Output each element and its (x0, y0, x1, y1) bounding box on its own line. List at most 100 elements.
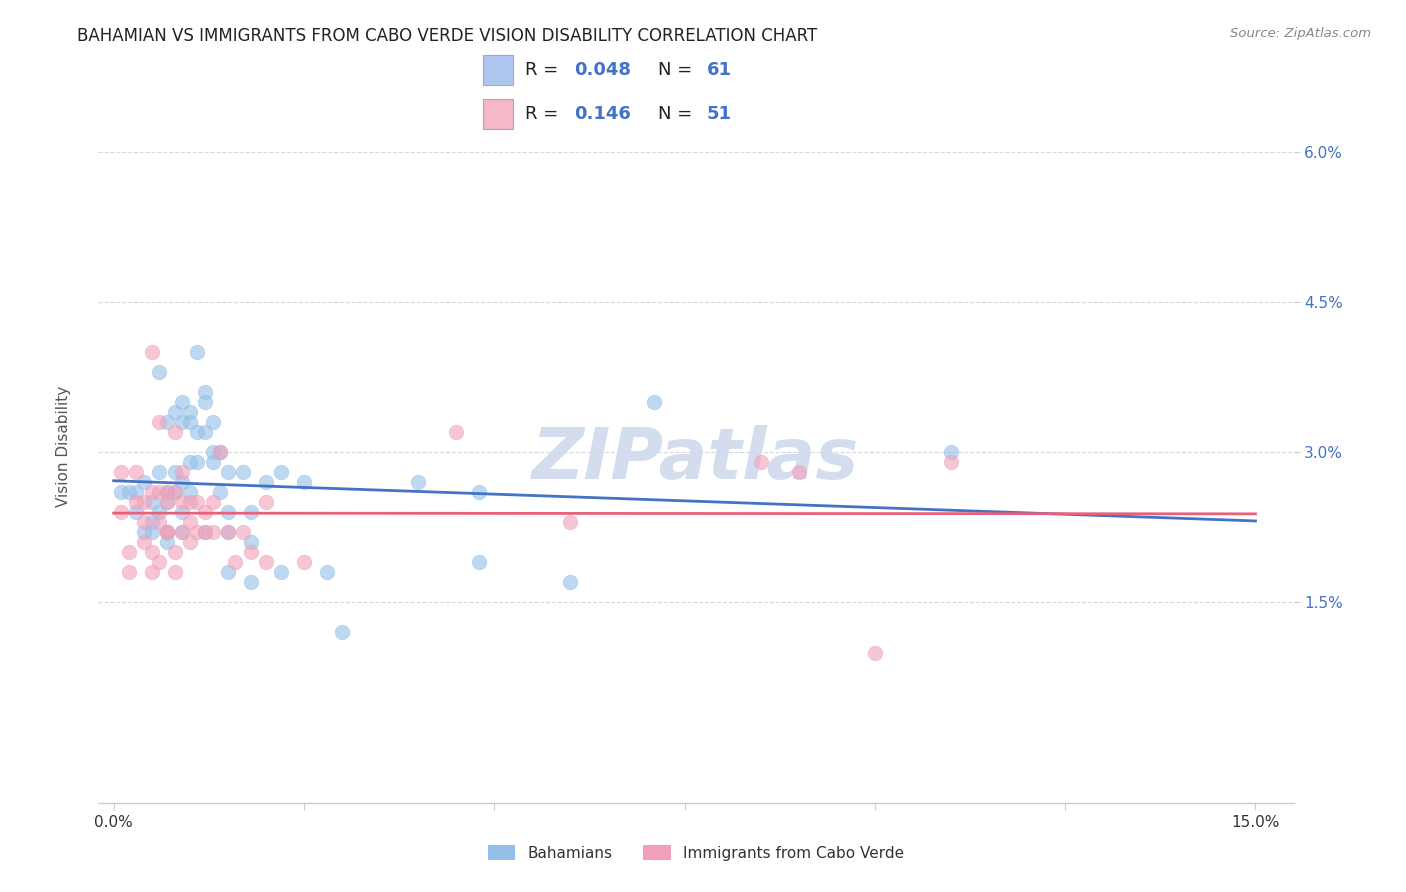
Point (194, 525, 217, 540)
Text: ZIPatlas: ZIPatlas (533, 425, 859, 493)
Point (201, 445, 224, 459)
Point (239, 545, 262, 559)
Point (148, 465, 170, 479)
Point (254, 475, 277, 490)
Point (749, 455, 772, 469)
Point (163, 425, 186, 439)
Point (179, 455, 201, 469)
Point (125, 465, 148, 479)
Point (156, 495, 179, 509)
Point (148, 485, 170, 500)
Point (406, 475, 429, 490)
Text: Source: ZipAtlas.com: Source: ZipAtlas.com (1230, 27, 1371, 40)
Point (239, 505, 262, 519)
Point (194, 395, 217, 409)
Point (194, 425, 217, 439)
Point (217, 566, 239, 580)
Point (148, 555, 170, 569)
Text: R =: R = (526, 61, 564, 78)
Point (939, 455, 962, 469)
Point (179, 405, 201, 419)
Point (110, 465, 132, 479)
Point (224, 555, 246, 569)
Point (141, 545, 163, 559)
Point (132, 495, 155, 509)
Point (330, 625, 353, 640)
Text: N =: N = (658, 105, 699, 123)
Point (209, 445, 232, 459)
Point (217, 505, 239, 519)
Point (560, 515, 582, 529)
Point (163, 485, 186, 500)
Point (787, 465, 810, 479)
Point (254, 555, 277, 569)
Point (141, 345, 163, 359)
Point (172, 475, 194, 490)
Point (172, 525, 194, 540)
Point (110, 505, 132, 519)
Text: BAHAMIAN VS IMMIGRANTS FROM CABO VERDE VISION DISABILITY CORRELATION CHART: BAHAMIAN VS IMMIGRANTS FROM CABO VERDE V… (77, 27, 817, 45)
Point (186, 425, 208, 439)
Point (141, 525, 163, 540)
Point (163, 405, 186, 419)
Point (132, 525, 155, 540)
Point (156, 485, 179, 500)
Point (125, 505, 148, 519)
Point (141, 515, 163, 529)
Point (179, 485, 201, 500)
Point (172, 525, 194, 540)
Text: N =: N = (658, 61, 699, 78)
Point (172, 495, 194, 509)
Point (156, 525, 179, 540)
Point (270, 566, 292, 580)
Point (179, 495, 201, 509)
Point (148, 415, 170, 429)
Point (156, 535, 179, 549)
Text: Vision Disability: Vision Disability (56, 385, 70, 507)
Point (186, 345, 208, 359)
Point (179, 535, 201, 549)
Point (209, 445, 232, 459)
Point (141, 485, 163, 500)
Point (156, 415, 179, 429)
Point (232, 465, 254, 479)
Point (172, 505, 194, 519)
Point (292, 475, 315, 490)
Point (186, 525, 208, 540)
Point (125, 485, 148, 500)
Point (163, 545, 186, 559)
Point (148, 515, 170, 529)
Point (292, 555, 315, 569)
Point (179, 415, 201, 429)
Point (163, 566, 186, 580)
Point (163, 465, 186, 479)
Point (118, 485, 141, 500)
Point (172, 415, 194, 429)
Point (156, 495, 179, 509)
Text: R =: R = (526, 105, 571, 123)
Point (118, 566, 141, 580)
Point (186, 455, 208, 469)
Text: 0.146: 0.146 (574, 105, 631, 123)
Point (132, 535, 155, 549)
Point (201, 415, 224, 429)
Point (468, 485, 491, 500)
FancyBboxPatch shape (484, 99, 513, 129)
Point (125, 495, 148, 509)
Point (110, 485, 132, 500)
Point (217, 525, 239, 540)
Point (156, 525, 179, 540)
Point (163, 485, 186, 500)
Point (148, 505, 170, 519)
Point (156, 525, 179, 540)
Point (239, 575, 262, 590)
Point (179, 515, 201, 529)
Point (141, 495, 163, 509)
Point (186, 495, 208, 509)
Point (468, 555, 491, 569)
Point (863, 646, 886, 660)
Point (132, 475, 155, 490)
Point (444, 425, 467, 439)
Legend: Bahamians, Immigrants from Cabo Verde: Bahamians, Immigrants from Cabo Verde (481, 837, 911, 868)
Point (148, 365, 170, 379)
